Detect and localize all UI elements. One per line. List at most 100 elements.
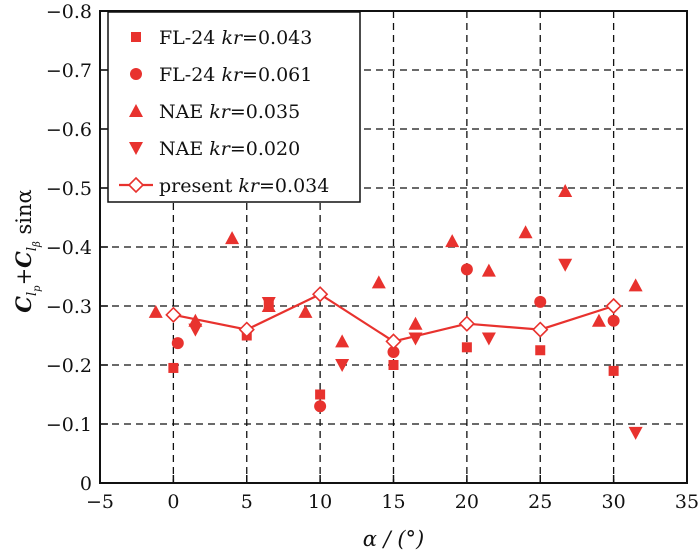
data-point — [558, 258, 573, 272]
x-axis-label-text: α / (°) — [363, 527, 425, 551]
data-point — [387, 346, 400, 359]
x-tick-label: 20 — [455, 491, 479, 513]
legend-label-value: =0.034 — [259, 175, 329, 197]
plot-frame — [99, 10, 688, 484]
y-axis-label: Clp+Clβ sinα — [11, 189, 43, 312]
y-tick-label: 0 — [80, 473, 92, 495]
legend-label-kr: kr — [209, 138, 232, 160]
x-tick-label: −5 — [86, 491, 114, 513]
y-tick-label: −0.4 — [46, 237, 92, 259]
data-point — [165, 306, 182, 323]
data-point — [225, 231, 240, 245]
legend-label-kr: kr — [221, 64, 244, 86]
y-label-c1: C — [11, 296, 36, 313]
y-label-c2: C — [11, 251, 36, 268]
data-point — [535, 345, 546, 356]
data-point — [168, 362, 179, 373]
legend-entry: FL-24 kr=0.061 — [130, 64, 312, 86]
legend-entry: FL-24 kr=0.043 — [131, 27, 312, 49]
y-tick-label: −0.2 — [46, 355, 92, 377]
data-point — [335, 359, 350, 372]
legend-label: FL-24 kr=0.043 — [159, 27, 312, 49]
legend-marker — [129, 142, 143, 155]
series-triangle-down — [188, 258, 643, 440]
legend-label-prefix: NAE — [159, 101, 209, 123]
data-point — [261, 297, 276, 311]
x-tick-label: 10 — [308, 491, 332, 513]
legend-label-prefix: FL-24 — [159, 64, 221, 86]
legend-marker — [131, 32, 141, 42]
data-point — [458, 315, 476, 332]
data-point — [315, 389, 326, 400]
legend-entry: present kr=0.034 — [119, 175, 329, 197]
legend-entry: NAE kr=0.020 — [129, 138, 300, 160]
data-series — [148, 183, 643, 440]
series-diamond-open-line — [165, 286, 622, 350]
data-point — [371, 275, 386, 289]
legend-label-value: =0.035 — [230, 101, 300, 123]
data-point — [314, 400, 327, 413]
data-point — [607, 314, 620, 327]
data-point — [388, 360, 399, 370]
data-point — [335, 334, 350, 348]
data-point — [605, 297, 622, 315]
x-tick-label: 30 — [602, 491, 626, 513]
legend-label: present kr=0.034 — [159, 175, 329, 197]
data-point — [534, 295, 547, 308]
x-axis-label: α / (°) — [363, 527, 425, 551]
y-tick-label: −0.8 — [46, 1, 92, 23]
data-point — [591, 313, 606, 327]
y-tick-label: −0.6 — [46, 119, 92, 141]
legend-label-value: =0.020 — [230, 138, 300, 160]
legend-marker — [130, 68, 142, 80]
x-tick-label: 35 — [675, 491, 699, 513]
y-label-rest: sinα — [12, 189, 36, 241]
data-point — [558, 183, 573, 197]
data-point — [608, 365, 619, 376]
data-point — [481, 332, 496, 346]
y-label-subsub2: β — [32, 241, 43, 248]
data-point — [460, 263, 473, 276]
data-point — [628, 278, 643, 292]
legend-label: NAE kr=0.020 — [159, 138, 300, 160]
x-tick-label: 5 — [241, 491, 253, 513]
data-point — [481, 263, 496, 277]
legend-label-value: =0.061 — [242, 64, 312, 86]
y-label-sub2: l — [25, 247, 40, 251]
x-tick-label: 0 — [167, 491, 179, 513]
y-label-sub1: l — [25, 292, 40, 296]
legend-label-kr: kr — [238, 175, 261, 197]
data-point — [238, 321, 255, 338]
data-point — [518, 225, 533, 239]
legend-label: NAE kr=0.035 — [159, 101, 300, 123]
legend-box — [107, 11, 361, 203]
x-tick-label: 25 — [528, 491, 552, 513]
y-label-plus: + — [12, 268, 36, 286]
data-point — [461, 342, 472, 353]
data-point — [445, 234, 460, 248]
y-tick-label: −0.3 — [46, 296, 92, 318]
legend-label-prefix: NAE — [159, 138, 209, 160]
tick-labels: −5 0 5 10 15 20 25 30 350−0.1−0.2−0.3−0.4−0.5−0.… — [46, 1, 699, 513]
data-point — [311, 286, 329, 303]
y-tick-label: −0.5 — [46, 178, 92, 200]
data-point — [171, 337, 184, 350]
data-point — [385, 333, 402, 350]
legend-label-kr: kr — [209, 101, 232, 123]
data-point — [532, 321, 549, 338]
legend-label-kr: kr — [221, 27, 244, 49]
data-point — [188, 323, 203, 337]
data-point — [298, 304, 313, 318]
x-tick-label: 15 — [381, 491, 405, 513]
data-point — [148, 304, 163, 318]
y-tick-label: −0.7 — [46, 60, 92, 82]
legend-marker — [129, 104, 143, 117]
legend-marker — [127, 176, 145, 194]
legend-label-prefix: present — [159, 175, 238, 197]
series-circle — [171, 263, 620, 413]
legend-label-prefix: FL-24 — [159, 27, 221, 49]
legend-label: FL-24 kr=0.061 — [159, 64, 312, 86]
y-tick-label: −0.1 — [46, 414, 92, 436]
